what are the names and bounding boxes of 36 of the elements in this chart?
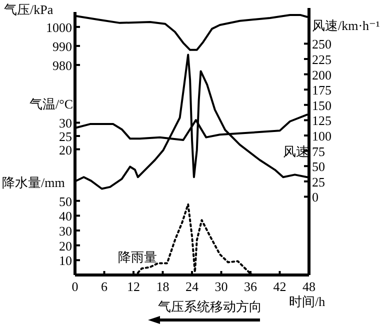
y-axis-title: 降水量/mm	[2, 174, 65, 190]
x-tick-label: 6	[101, 279, 108, 294]
y3-axis-title: 气温/°C	[30, 96, 73, 112]
y-axis-title: 气压/kPa	[4, 2, 54, 17]
y2-tick-label: 250	[312, 36, 332, 52]
y-tick-label: 50	[59, 194, 72, 209]
x-tick-label: 24	[186, 279, 199, 294]
y2-tick-label: 100	[312, 128, 332, 144]
series-label: 降雨量	[118, 249, 158, 264]
x-tick-label: 18	[156, 279, 170, 294]
y3-tick-label: 25	[59, 128, 72, 144]
y2-tick-label: 175	[312, 82, 332, 98]
text: 气压系统移动方向	[158, 299, 262, 314]
x-tick-label: 42	[273, 279, 286, 294]
y2-tick-label: 50	[312, 159, 325, 174]
y-tick-label: 980	[52, 58, 72, 73]
x-tick-label: 12	[127, 279, 140, 294]
y2-tick-label: 25	[312, 174, 325, 190]
y2-axis-title: 风速/km·h⁻¹	[312, 18, 380, 33]
y-tick-label: 40	[59, 208, 72, 224]
y2-tick-label: 150	[312, 98, 332, 113]
y2-tick-label: 125	[312, 113, 332, 128]
y2-tick-label: 75	[312, 144, 325, 159]
y2-tick-label: 0	[312, 190, 318, 205]
x-tick-label: 0	[72, 279, 78, 294]
y2-tick-label: 200	[312, 67, 332, 82]
y-tick-label: 1000	[46, 20, 72, 35]
y-tick-label: 20	[59, 238, 72, 254]
x-tick-label: 30	[214, 279, 228, 294]
x-axis-title: 时间/h	[289, 294, 326, 309]
x-tick-label: 36	[244, 279, 258, 294]
y2-tick-label: 225	[312, 52, 332, 67]
x-tick-label: 48	[302, 279, 316, 294]
y-tick-label: 10	[59, 253, 72, 268]
y-tick-label: 30	[59, 224, 72, 239]
y-tick-label: 990	[52, 38, 72, 54]
